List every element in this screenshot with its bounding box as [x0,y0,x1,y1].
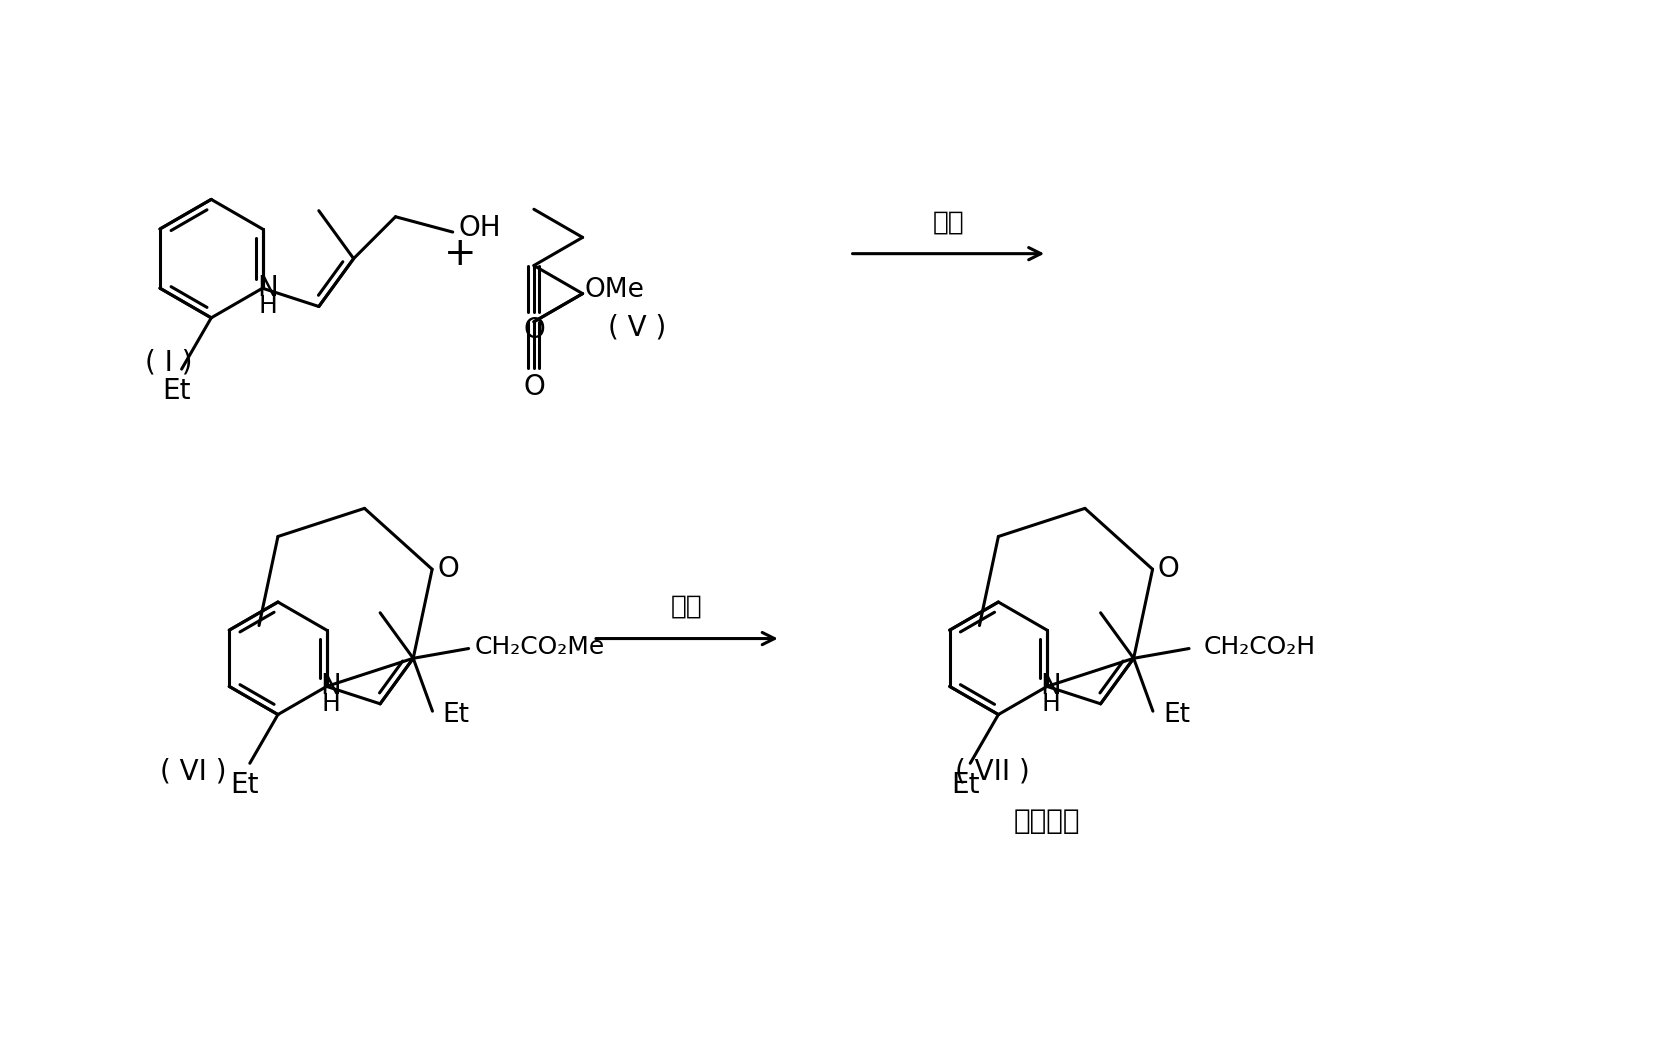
Text: Et: Et [162,376,190,405]
Text: H: H [258,294,276,318]
Text: O: O [1157,555,1178,583]
Text: CH₂CO₂Me: CH₂CO₂Me [475,635,604,658]
Text: O: O [437,555,458,583]
Text: ( VII ): ( VII ) [955,758,1029,785]
Text: CH₂CO₂H: CH₂CO₂H [1203,635,1316,658]
Text: Et: Et [1162,702,1190,728]
Text: O: O [523,373,544,401]
Text: H: H [321,692,339,717]
Text: +: + [444,234,477,272]
Text: Et: Et [950,771,980,799]
Text: ( I ): ( I ) [146,349,192,376]
Text: ( V ): ( V ) [607,314,667,341]
Text: ( VI ): ( VI ) [161,758,227,785]
Text: 水解: 水解 [670,594,702,620]
Text: OMe: OMe [584,277,644,303]
Text: 依托度酸: 依托度酸 [1013,807,1079,835]
Text: Et: Et [442,702,470,728]
Text: Et: Et [230,771,258,799]
Text: O: O [523,316,544,344]
Text: H: H [1041,692,1059,717]
Text: N: N [257,275,278,302]
Text: N: N [1039,672,1061,701]
Text: N: N [319,672,341,701]
Text: 环合: 环合 [932,209,963,235]
Text: OH: OH [458,214,500,242]
